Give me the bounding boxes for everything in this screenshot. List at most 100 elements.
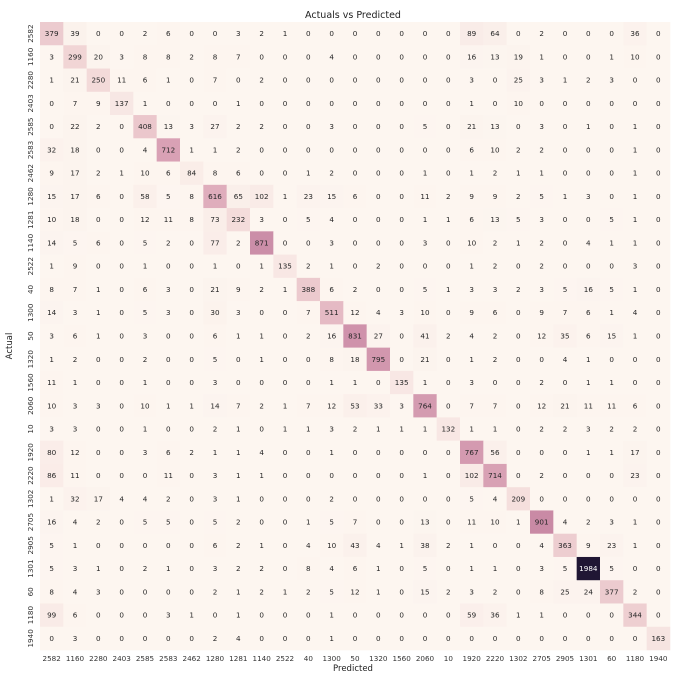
heatmap-cell — [180, 394, 204, 418]
heatmap-cell — [63, 487, 87, 511]
cell-value-label: 14 — [210, 401, 220, 410]
heatmap-cell — [600, 22, 624, 46]
cell-value-label: 16 — [467, 52, 477, 61]
cell-value-label: 3 — [399, 401, 404, 410]
heatmap-cell — [530, 626, 554, 651]
x-tick-label: 1180 — [626, 654, 645, 663]
cell-value-label: 0 — [539, 99, 544, 108]
heatmap-cell — [390, 556, 414, 581]
heatmap-cell — [250, 510, 274, 534]
heatmap-cell — [343, 533, 367, 558]
cell-value-label: 1 — [73, 378, 78, 387]
heatmap-cell — [250, 184, 274, 209]
heatmap-cell — [250, 440, 274, 465]
heatmap-cell — [203, 45, 227, 69]
cell-value-label: 2 — [539, 425, 544, 434]
cell-value-label: 8 — [329, 355, 334, 364]
cell-value-label: 2 — [446, 332, 451, 341]
cell-value-label: 2 — [609, 425, 614, 434]
cell-value-label: 1 — [283, 587, 288, 596]
heatmap-cell — [133, 603, 157, 628]
cell-value-label: 0 — [376, 76, 381, 85]
heatmap-cell — [296, 487, 321, 511]
cell-value-label: 1 — [306, 169, 311, 178]
cell-value-label: 2 — [213, 634, 218, 643]
heatmap-cell — [390, 417, 414, 441]
cell-value-label: 7 — [236, 52, 241, 61]
heatmap-cell — [226, 45, 251, 69]
heatmap-cell — [63, 394, 87, 418]
cell-value-label: 0 — [189, 76, 194, 85]
heatmap-cell — [600, 487, 624, 511]
cell-value-label: 1 — [493, 564, 498, 573]
cell-value-label: 2 — [539, 262, 544, 271]
cell-value-label: 3 — [329, 122, 334, 131]
y-tick-label: 10 — [26, 424, 35, 434]
cell-value-label: 0 — [586, 215, 591, 224]
heatmap-cell — [646, 161, 671, 186]
cell-value-label: 21 — [560, 401, 569, 410]
heatmap-cell — [413, 580, 437, 604]
heatmap-cell — [63, 417, 87, 441]
cell-value-label: 5 — [423, 122, 428, 131]
cell-value-label: 12 — [537, 332, 546, 341]
heatmap-cell — [530, 510, 554, 534]
cell-value-label: 0 — [329, 99, 334, 108]
heatmap-cell — [226, 115, 251, 139]
heatmap-cell — [530, 580, 554, 604]
heatmap-cell — [250, 487, 274, 511]
heatmap-cell — [460, 324, 484, 348]
heatmap-cell — [553, 533, 577, 558]
cell-value-label: 32 — [70, 494, 79, 503]
cell-value-label: 0 — [353, 238, 358, 247]
heatmap-cell — [273, 68, 297, 93]
heatmap-cell — [273, 45, 297, 69]
heatmap-cell — [273, 184, 297, 209]
cell-value-label: 0 — [376, 634, 381, 643]
cell-value-label: 1 — [236, 494, 241, 503]
cell-value-label: 5 — [329, 518, 334, 527]
cell-value-label: 5 — [143, 518, 148, 527]
heatmap-cell — [226, 91, 251, 116]
heatmap-cell — [86, 68, 111, 93]
heatmap-cell — [600, 463, 624, 488]
heatmap-cell — [273, 347, 297, 372]
cell-value-label: 21 — [467, 122, 476, 131]
heatmap-cell — [133, 440, 157, 465]
heatmap-cell — [156, 487, 181, 511]
heatmap-cell — [226, 603, 251, 628]
heatmap-cell — [133, 301, 157, 325]
cell-value-label: 1 — [96, 332, 101, 341]
cell-value-label: 135 — [278, 262, 292, 271]
cell-value-label: 0 — [119, 611, 124, 620]
heatmap-cell — [133, 91, 157, 116]
heatmap-cell — [483, 231, 507, 255]
cell-value-label: 2 — [493, 332, 498, 341]
heatmap-cell — [250, 626, 274, 651]
cell-value-label: 1 — [399, 541, 404, 550]
cell-value-label: 0 — [166, 634, 171, 643]
cell-value-label: 0 — [96, 29, 101, 38]
heatmap-cell — [366, 324, 391, 348]
cell-value-label: 9 — [469, 192, 474, 201]
cell-value-label: 0 — [563, 611, 568, 620]
cell-value-label: 0 — [423, 29, 428, 38]
cell-value-label: 2 — [446, 587, 451, 596]
heatmap-cell — [646, 68, 671, 93]
cell-value-label: 0 — [493, 99, 498, 108]
heatmap-cell — [250, 254, 274, 279]
cell-value-label: 64 — [490, 29, 500, 38]
cell-value-label: 0 — [119, 541, 124, 550]
heatmap-cell — [600, 115, 624, 139]
cell-value-label: 0 — [96, 541, 101, 550]
heatmap-cell — [273, 370, 297, 395]
cell-value-label: 0 — [423, 99, 428, 108]
cell-value-label: 0 — [609, 192, 614, 201]
cell-value-label: 1 — [329, 448, 334, 457]
heatmap-cell — [390, 68, 414, 93]
cell-value-label: 1 — [96, 564, 101, 573]
heatmap-cell — [366, 231, 391, 255]
cell-value-label: 0 — [423, 145, 428, 154]
heatmap-cell — [296, 91, 321, 116]
heatmap-cell — [320, 510, 344, 534]
